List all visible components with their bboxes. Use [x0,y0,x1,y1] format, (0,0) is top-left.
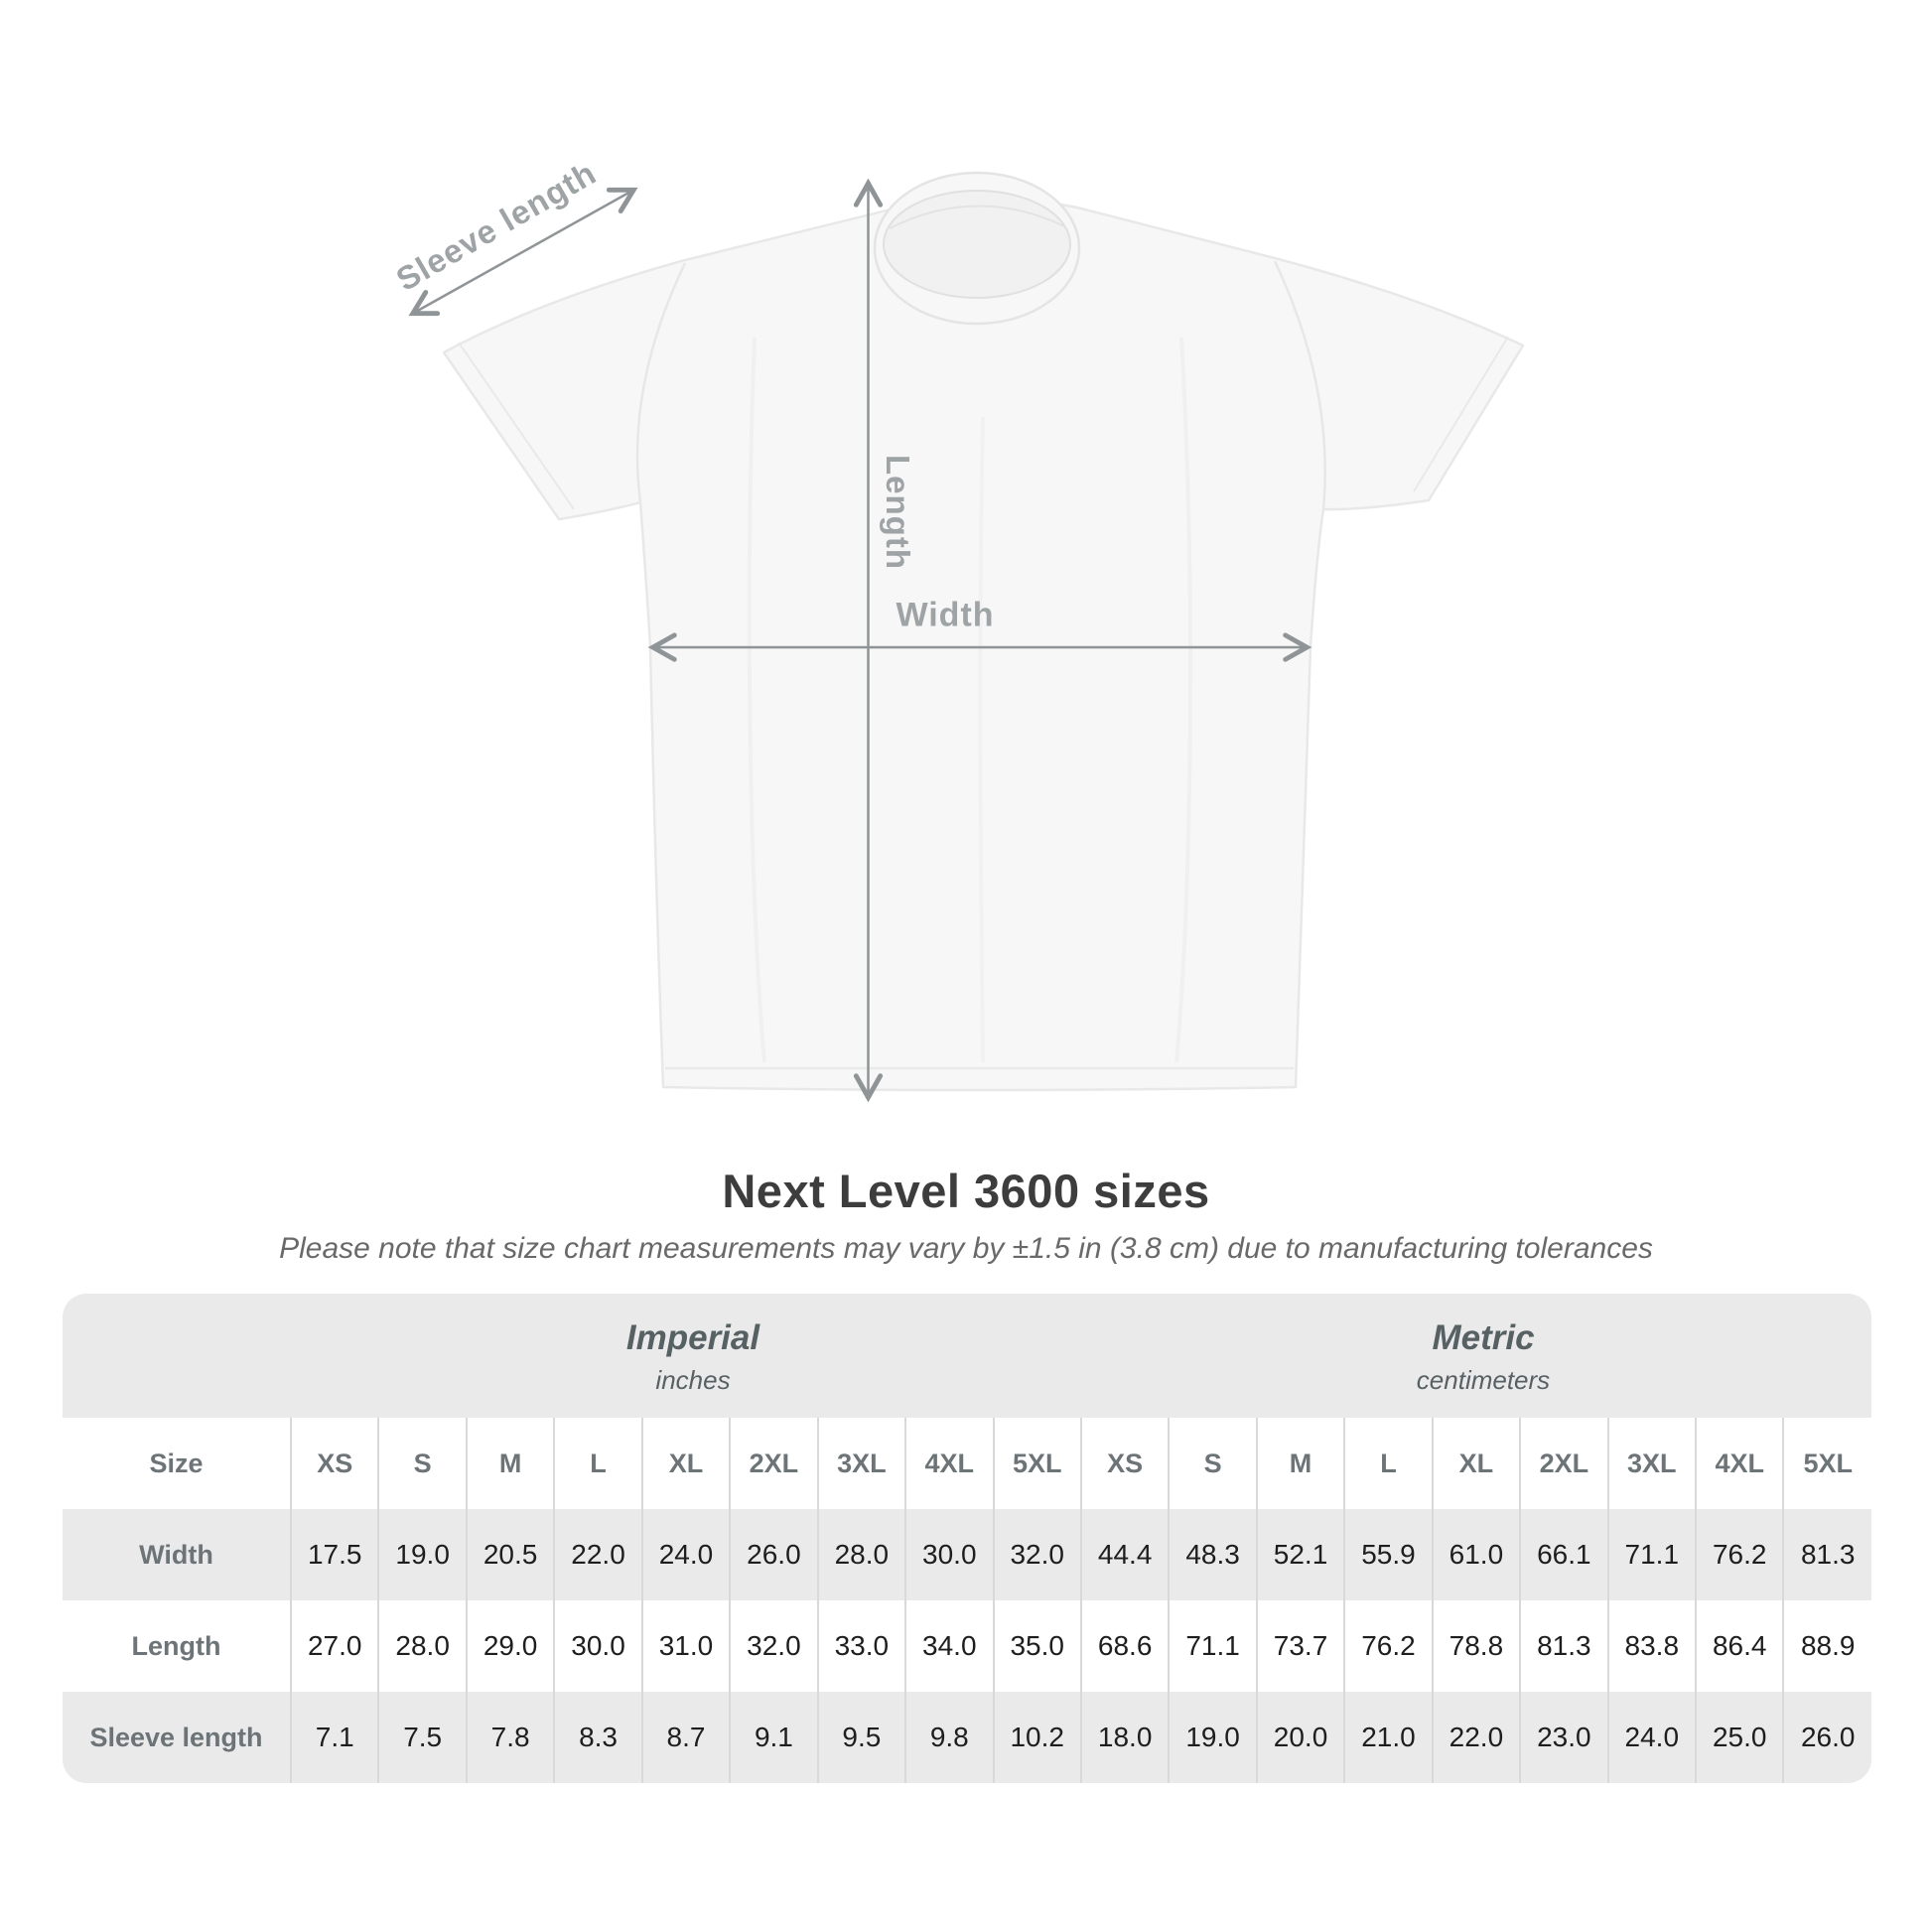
size-value-cell: 18.0 [1079,1692,1170,1783]
tolerance-note: Please note that size chart measurements… [279,1232,1653,1265]
table-row-width: Width 17.5 19.0 20.5 22.0 24.0 26.0 28.0… [63,1509,1871,1600]
size-value-cell: 31.0 [640,1600,731,1692]
size-value-cell: 73.7 [1255,1600,1345,1692]
size-col-header: M [1255,1418,1345,1509]
table-row-length: Length 27.0 28.0 29.0 30.0 31.0 32.0 33.… [63,1600,1871,1692]
size-col-header: 2XL [729,1418,818,1509]
table-row-sleeve-length: Sleeve length 7.1 7.5 7.8 8.3 8.7 9.1 9.… [63,1692,1871,1783]
size-value-cell: 32.0 [992,1509,1081,1600]
size-value-cell: 20.5 [465,1509,555,1600]
size-table: Size XS S M L XL 2XL 3XL 4XL 5XL XS S M … [63,1418,1871,1783]
metric-label: Metric [1432,1317,1535,1357]
size-value-cell: 86.4 [1694,1600,1784,1692]
size-value-cell: 30.0 [553,1600,642,1692]
metric-sublabel: centimeters [1416,1364,1551,1395]
size-value-cell: 22.0 [553,1509,642,1600]
size-value-cell: 78.8 [1431,1600,1521,1692]
size-value-cell: 21.0 [1343,1692,1433,1783]
size-value-cell: 24.0 [640,1509,731,1600]
row-label: Sleeve length [89,1722,263,1752]
page-title: Next Level 3600 sizes [722,1165,1210,1217]
size-value-cell: 88.9 [1782,1600,1871,1692]
size-value-cell: 23.0 [1519,1692,1608,1783]
imperial-sublabel: inches [655,1364,731,1395]
size-col-header: S [377,1418,467,1509]
size-value-cell: 26.0 [729,1509,818,1600]
size-col-header: 2XL [1519,1418,1608,1509]
size-value-cell: 26.0 [1782,1692,1871,1783]
size-value-cell: 9.1 [729,1692,818,1783]
size-value-cell: 8.7 [640,1692,731,1783]
size-col-header: S [1168,1418,1257,1509]
table-header-row: Size XS S M L XL 2XL 3XL 4XL 5XL XS S M … [63,1418,1871,1509]
measurement-arrows [408,178,1312,1103]
imperial-heading: Imperial inches [291,1294,1095,1418]
imperial-label: Imperial [625,1317,760,1357]
size-value-cell: 44.4 [1079,1509,1170,1600]
size-value-cell: 71.1 [1606,1509,1696,1600]
size-col-header: 3XL [816,1418,906,1509]
size-value-cell: 24.0 [1606,1692,1696,1783]
size-value-cell: 81.3 [1782,1509,1871,1600]
size-col-header: 3XL [1606,1418,1696,1509]
size-value-cell: 27.0 [289,1600,379,1692]
metric-heading: Metric centimeters [1095,1294,1871,1418]
size-value-cell: 20.0 [1255,1692,1345,1783]
size-value-cell: 55.9 [1343,1509,1433,1600]
size-value-cell: 76.2 [1694,1509,1784,1600]
size-value-cell: 76.2 [1343,1600,1433,1692]
size-value-cell: 29.0 [465,1600,555,1692]
size-value-cell: 71.1 [1168,1600,1257,1692]
size-col-header: 4XL [1694,1418,1784,1509]
size-value-cell: 19.0 [377,1509,467,1600]
row-label: Width [139,1539,213,1570]
size-value-cell: 83.8 [1606,1600,1696,1692]
size-col-header: XL [640,1418,731,1509]
size-value-cell: 81.3 [1519,1600,1608,1692]
size-col-header: L [553,1418,642,1509]
size-col-header: 5XL [1782,1418,1871,1509]
size-value-cell: 52.1 [1255,1509,1345,1600]
tshirt-illustration [408,171,1525,1103]
size-value-cell: 9.5 [816,1692,906,1783]
unit-band-spacer [63,1294,291,1418]
length-label: Length [880,455,916,570]
size-value-cell: 7.5 [377,1692,467,1783]
size-value-cell: 8.3 [553,1692,642,1783]
size-col-header: XS [1079,1418,1170,1509]
sleeve-length-arrow [408,187,638,317]
size-table-panel: Imperial inches Metric centimeters Size … [63,1294,1871,1783]
size-col-header: XS [289,1418,379,1509]
size-col-header: XL [1431,1418,1521,1509]
size-value-cell: 30.0 [904,1509,994,1600]
size-value-cell: 66.1 [1519,1509,1608,1600]
size-col-header: 5XL [992,1418,1081,1509]
size-value-cell: 28.0 [377,1600,467,1692]
size-value-cell: 7.8 [465,1692,555,1783]
size-value-cell: 33.0 [816,1600,906,1692]
size-value-cell: 61.0 [1431,1509,1521,1600]
size-col-header: L [1343,1418,1433,1509]
size-value-cell: 7.1 [289,1692,379,1783]
width-label: Width [896,596,995,634]
size-value-cell: 34.0 [904,1600,994,1692]
size-value-cell: 19.0 [1168,1692,1257,1783]
size-value-cell: 25.0 [1694,1692,1784,1783]
size-value-cell: 28.0 [816,1509,906,1600]
size-value-cell: 22.0 [1431,1692,1521,1783]
size-value-cell: 17.5 [289,1509,379,1600]
size-col-header: M [465,1418,555,1509]
size-corner-header: Size [149,1448,204,1478]
size-value-cell: 35.0 [992,1600,1081,1692]
size-value-cell: 9.8 [904,1692,994,1783]
size-value-cell: 68.6 [1079,1600,1170,1692]
size-value-cell: 32.0 [729,1600,818,1692]
row-label: Length [131,1630,221,1661]
tshirt-collar [873,171,1081,326]
size-value-cell: 48.3 [1168,1509,1257,1600]
unit-header-band: Imperial inches Metric centimeters [63,1294,1871,1418]
size-value-cell: 10.2 [992,1692,1081,1783]
size-col-header: 4XL [904,1418,994,1509]
